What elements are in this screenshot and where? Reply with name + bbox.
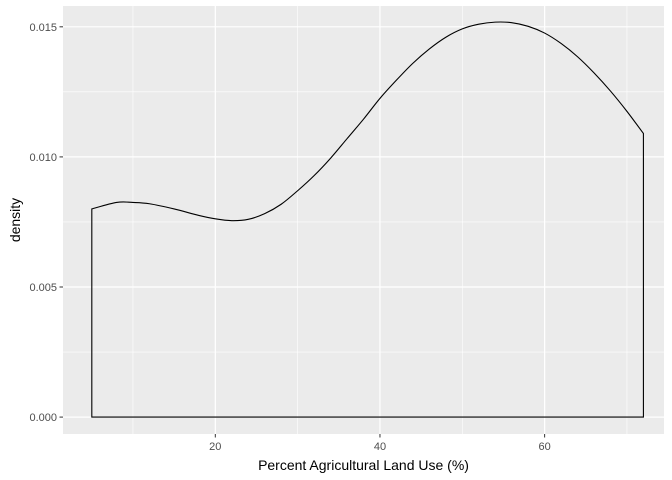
x-axis-ticks: 20 40 60 xyxy=(209,434,551,453)
y-tick-label: 0.010 xyxy=(29,152,57,164)
minor-gridlines xyxy=(63,6,664,434)
density-curve xyxy=(91,21,644,418)
x-tick-label: 40 xyxy=(374,441,386,453)
y-axis-ticks: 0.000 0.005 0.010 0.015 xyxy=(29,22,63,424)
y-tick-label: 0.005 xyxy=(29,282,57,294)
x-axis-title: Percent Agricultural Land Use (%) xyxy=(258,457,469,473)
y-tick-label: 0.015 xyxy=(29,22,57,34)
plot-panel xyxy=(63,6,664,434)
x-tick-label: 20 xyxy=(209,441,221,453)
y-axis-title: density xyxy=(7,198,23,242)
y-tick-label: 0.000 xyxy=(29,412,57,424)
x-tick-label: 60 xyxy=(538,441,550,453)
